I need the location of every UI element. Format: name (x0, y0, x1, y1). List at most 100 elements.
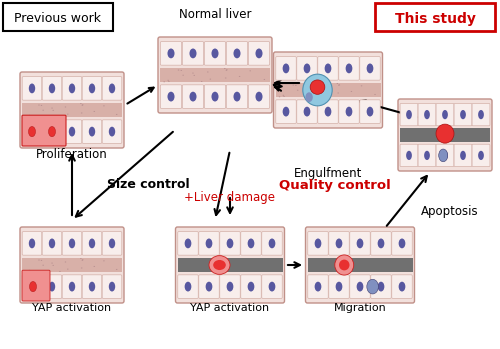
Ellipse shape (239, 76, 240, 77)
Ellipse shape (438, 149, 448, 162)
Ellipse shape (308, 90, 309, 91)
Ellipse shape (336, 238, 342, 248)
FancyBboxPatch shape (176, 227, 284, 303)
Ellipse shape (94, 111, 95, 112)
FancyBboxPatch shape (318, 57, 338, 80)
FancyBboxPatch shape (472, 103, 490, 126)
Ellipse shape (234, 49, 240, 58)
FancyBboxPatch shape (371, 232, 391, 255)
Ellipse shape (248, 282, 254, 291)
Bar (400, 128, 490, 142)
FancyBboxPatch shape (62, 232, 82, 255)
Ellipse shape (297, 90, 298, 91)
Ellipse shape (442, 151, 448, 160)
Ellipse shape (52, 107, 53, 109)
Ellipse shape (109, 127, 115, 136)
FancyBboxPatch shape (102, 232, 122, 255)
FancyBboxPatch shape (20, 72, 124, 148)
Ellipse shape (201, 81, 202, 82)
Ellipse shape (356, 238, 364, 248)
FancyBboxPatch shape (102, 77, 122, 100)
FancyBboxPatch shape (375, 3, 495, 31)
FancyBboxPatch shape (220, 275, 240, 298)
Ellipse shape (268, 238, 276, 248)
FancyBboxPatch shape (392, 232, 412, 255)
Ellipse shape (292, 84, 294, 86)
Ellipse shape (80, 103, 82, 104)
Text: Apoptosis: Apoptosis (421, 206, 479, 218)
FancyBboxPatch shape (22, 115, 66, 146)
Ellipse shape (398, 238, 406, 248)
FancyBboxPatch shape (102, 120, 122, 143)
Ellipse shape (109, 238, 115, 248)
Ellipse shape (103, 105, 104, 106)
Ellipse shape (324, 107, 332, 117)
Ellipse shape (40, 105, 42, 106)
Text: Proliferation: Proliferation (36, 148, 108, 161)
Ellipse shape (442, 110, 448, 119)
Bar (22, 103, 122, 117)
Ellipse shape (314, 238, 322, 248)
FancyBboxPatch shape (248, 42, 270, 65)
Bar (178, 258, 282, 272)
Text: Previous work: Previous work (14, 13, 102, 25)
Ellipse shape (323, 94, 324, 95)
FancyBboxPatch shape (400, 103, 418, 126)
Ellipse shape (49, 238, 55, 248)
FancyBboxPatch shape (158, 37, 272, 113)
Ellipse shape (168, 81, 170, 82)
Text: YAP activation: YAP activation (190, 303, 270, 313)
Ellipse shape (89, 127, 95, 136)
Text: YAP activation: YAP activation (32, 303, 112, 313)
FancyBboxPatch shape (371, 275, 391, 298)
Ellipse shape (314, 96, 316, 97)
Ellipse shape (374, 94, 376, 95)
Ellipse shape (103, 260, 104, 261)
FancyBboxPatch shape (199, 232, 219, 255)
Ellipse shape (478, 151, 484, 160)
FancyBboxPatch shape (22, 232, 42, 255)
Ellipse shape (89, 238, 95, 248)
FancyBboxPatch shape (3, 3, 113, 31)
Ellipse shape (82, 105, 83, 106)
Ellipse shape (424, 110, 430, 119)
Ellipse shape (49, 127, 55, 136)
FancyBboxPatch shape (276, 100, 296, 123)
Ellipse shape (89, 83, 95, 93)
FancyBboxPatch shape (241, 275, 261, 298)
FancyBboxPatch shape (350, 232, 370, 255)
Ellipse shape (42, 110, 44, 111)
Ellipse shape (406, 110, 412, 119)
FancyBboxPatch shape (248, 85, 270, 109)
Bar (308, 258, 412, 272)
Ellipse shape (168, 49, 174, 58)
Bar (276, 83, 380, 97)
FancyBboxPatch shape (262, 232, 282, 255)
FancyBboxPatch shape (82, 275, 102, 298)
FancyBboxPatch shape (400, 144, 418, 166)
Ellipse shape (168, 92, 174, 102)
FancyBboxPatch shape (350, 275, 370, 298)
FancyBboxPatch shape (308, 232, 328, 255)
Ellipse shape (164, 81, 165, 82)
Ellipse shape (64, 106, 66, 107)
Ellipse shape (304, 107, 310, 117)
Ellipse shape (460, 110, 466, 119)
Ellipse shape (52, 265, 54, 266)
Ellipse shape (310, 80, 325, 94)
Ellipse shape (226, 70, 227, 71)
Ellipse shape (30, 116, 31, 117)
Ellipse shape (206, 238, 212, 248)
Text: Migration: Migration (334, 303, 386, 313)
Ellipse shape (212, 49, 218, 58)
Ellipse shape (256, 49, 262, 58)
Ellipse shape (82, 259, 84, 260)
Ellipse shape (89, 282, 95, 291)
Text: This study: This study (394, 12, 475, 26)
Ellipse shape (335, 255, 353, 275)
FancyBboxPatch shape (62, 275, 82, 298)
Ellipse shape (366, 64, 374, 73)
Ellipse shape (52, 262, 53, 263)
FancyBboxPatch shape (182, 42, 204, 65)
FancyBboxPatch shape (318, 100, 338, 123)
